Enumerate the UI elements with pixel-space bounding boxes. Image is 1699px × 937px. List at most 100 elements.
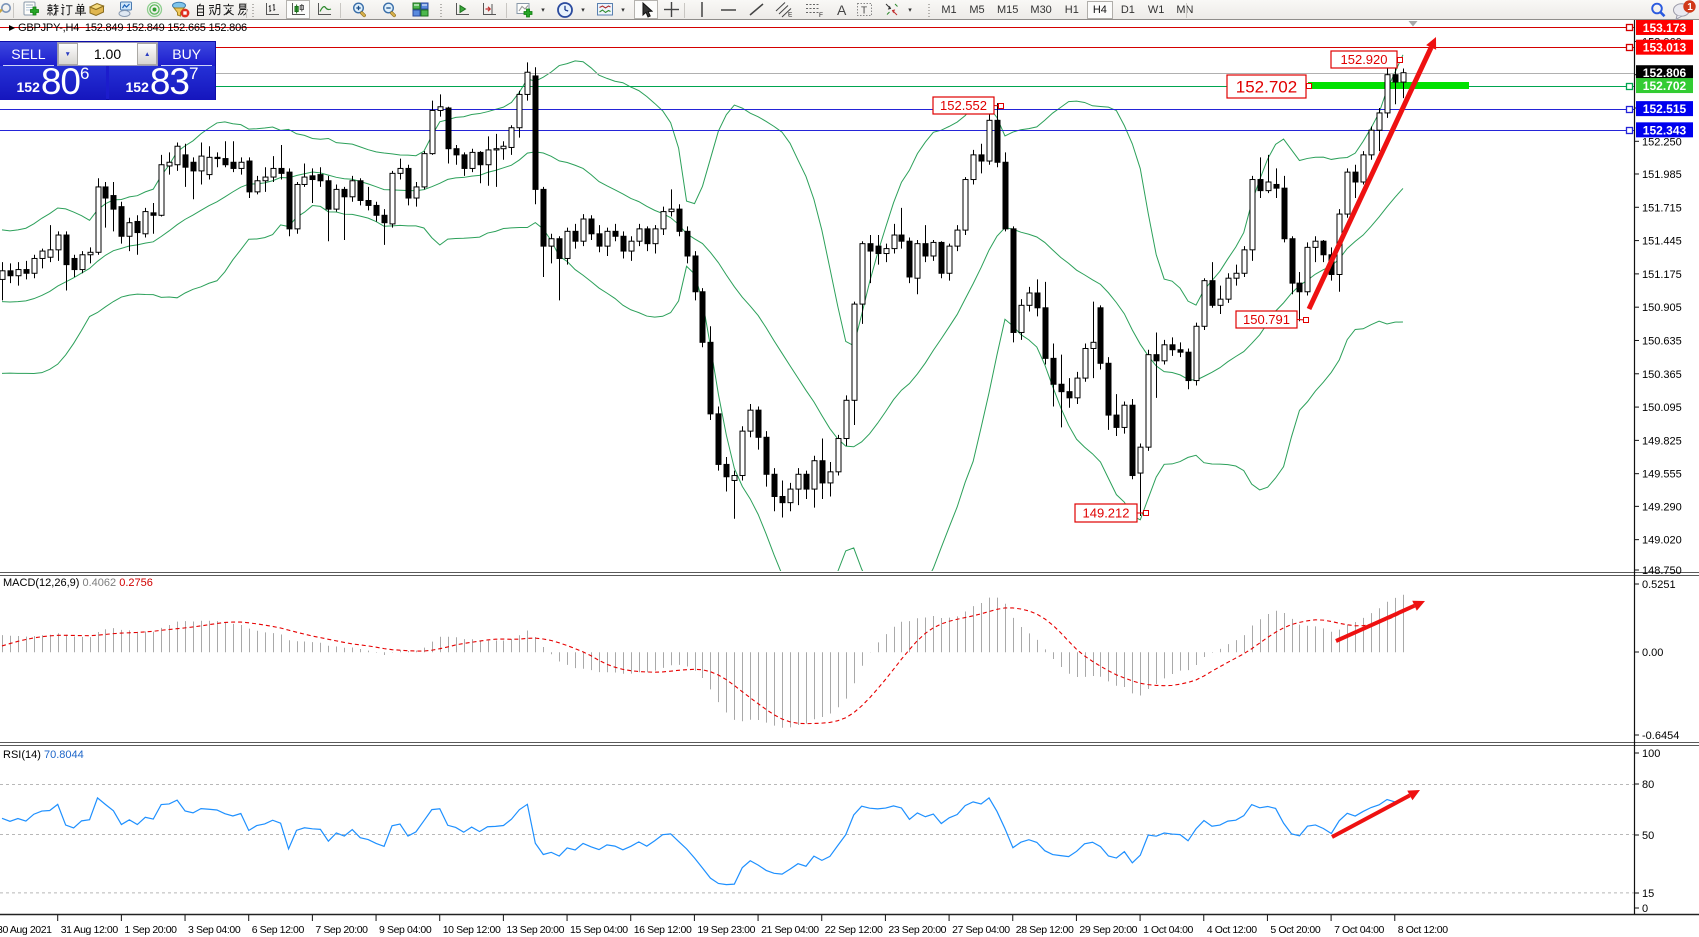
candle-body: [1304, 246, 1311, 293]
callout-box[interactable]: [1330, 50, 1398, 69]
buy-button[interactable]: BUY: [158, 42, 215, 66]
trendline-tool-icon[interactable]: [744, 0, 768, 19]
hline-tool-icon[interactable]: [716, 0, 740, 19]
price-tick-label: 150.365: [1642, 369, 1682, 381]
bar-chart-mode-icon[interactable]: [260, 0, 284, 19]
timeframe-m1[interactable]: M1: [941, 3, 957, 16]
trend-arrow-head: [1412, 600, 1425, 611]
svg-text:A: A: [837, 2, 847, 18]
hline-handle[interactable]: [1625, 43, 1634, 52]
candle-body: [485, 149, 492, 166]
cursor-tool-icon[interactable]: [634, 0, 658, 19]
callout-box[interactable]: [1226, 74, 1307, 99]
candle-body: [883, 248, 890, 255]
price-tick-label: 151.175: [1642, 269, 1682, 281]
candle-body: [843, 399, 850, 440]
periods-dropdown-icon[interactable]: ▾: [581, 6, 585, 14]
buy-price[interactable]: 152 83 7: [109, 63, 215, 100]
candle-chart-mode-icon[interactable]: [286, 0, 310, 19]
candle-body: [1368, 129, 1375, 156]
price-label-box: [1636, 65, 1693, 81]
svg-text:E: E: [788, 12, 793, 19]
sell-button[interactable]: SELL: [0, 42, 57, 66]
channel-tool-icon[interactable]: E: [772, 0, 796, 19]
candle-body: [867, 243, 874, 252]
autotrade-icon[interactable]: [168, 0, 192, 19]
crosshair-tool-icon[interactable]: [659, 0, 683, 19]
timeframe-m30[interactable]: M30: [1030, 3, 1052, 16]
tile-windows-icon[interactable]: [408, 0, 432, 19]
time-tick-label: 30 Aug 2021: [0, 924, 52, 936]
volume-increase-button[interactable]: ▲: [137, 43, 158, 65]
text-tool-icon[interactable]: A: [830, 0, 854, 19]
new-order-icon[interactable]: [20, 0, 44, 19]
trend-arrow-2[interactable]: [1331, 793, 1411, 839]
notifications-icon[interactable]: 1: [1670, 0, 1698, 20]
trend-arrow-0[interactable]: [1306, 46, 1434, 311]
zoom-out-icon[interactable]: [378, 0, 402, 19]
templates-icon[interactable]: [593, 0, 617, 19]
vline-tool-icon[interactable]: [690, 0, 714, 19]
svg-text:T: T: [861, 6, 867, 17]
trend-arrow-1[interactable]: [1335, 603, 1416, 643]
candle-body: [1249, 179, 1256, 251]
candle-body: [1360, 154, 1367, 183]
chart-shift-icon[interactable]: [477, 0, 501, 19]
chart-search-icon[interactable]: [0, 0, 17, 19]
candle-body: [1050, 357, 1057, 385]
auto-scroll-icon[interactable]: [450, 0, 474, 19]
indicators-icon[interactable]: [513, 0, 537, 19]
volume-input[interactable]: 1.00: [77, 43, 138, 65]
templates-dropdown-icon[interactable]: ▾: [621, 6, 625, 14]
timeframe-m15[interactable]: M15: [997, 3, 1019, 16]
candle-body: [262, 176, 269, 182]
sell-price[interactable]: 152 80 6: [0, 63, 106, 100]
timeframe-h4[interactable]: H4: [1086, 0, 1113, 19]
quote-ohlc: 152.849 152.849 152.665 152.806: [84, 22, 247, 34]
callout-box[interactable]: [932, 96, 995, 115]
rsi-line: [1, 796, 1404, 886]
volume-decrease-button[interactable]: ▼: [57, 43, 78, 65]
candle-body: [110, 195, 117, 210]
candle-body: [548, 238, 555, 247]
candle-body: [317, 174, 324, 182]
callout-box[interactable]: [1074, 503, 1138, 523]
signals-icon[interactable]: [142, 0, 166, 19]
timeframe-mn[interactable]: MN: [1176, 3, 1194, 16]
timeframe-d1[interactable]: D1: [1120, 3, 1135, 16]
price-tick-label: 151.715: [1642, 202, 1682, 214]
candle-body: [309, 175, 316, 181]
hline-handle[interactable]: [1625, 105, 1634, 114]
candle-body: [325, 180, 332, 210]
text-label-tool-icon[interactable]: T: [852, 0, 876, 19]
timeframe-w1[interactable]: W1: [1147, 3, 1165, 16]
fibonacci-tool-icon[interactable]: F: [802, 0, 826, 19]
periods-clock-icon[interactable]: [553, 0, 577, 19]
hline-handle[interactable]: [1625, 126, 1634, 135]
candle-body: [63, 234, 70, 266]
line-chart-mode-icon[interactable]: [312, 0, 336, 19]
search-icon[interactable]: [1646, 1, 1670, 20]
candle-body: [1185, 351, 1192, 382]
indicators-dropdown-icon[interactable]: ▾: [541, 6, 545, 14]
arrows-tool-icon[interactable]: [880, 0, 904, 19]
market-watch-icon[interactable]: [114, 0, 138, 19]
zoom-in-icon[interactable]: [348, 0, 372, 19]
callout-box[interactable]: [1235, 310, 1298, 329]
candle-body: [739, 430, 746, 477]
arrows-dropdown-icon[interactable]: ▾: [908, 6, 912, 14]
candle-body: [278, 167, 285, 174]
candle-body: [612, 230, 619, 237]
timeframe-m5[interactable]: M5: [969, 3, 985, 16]
candle-body: [365, 199, 372, 206]
candle-body: [493, 148, 500, 151]
history-center-icon[interactable]: [85, 0, 109, 19]
candle-body: [1273, 183, 1280, 189]
hline-handle[interactable]: [1625, 23, 1634, 32]
candle-body: [604, 230, 611, 247]
chart-shift-marker-icon[interactable]: [1408, 21, 1418, 27]
timeframe-h1[interactable]: H1: [1064, 3, 1079, 16]
hline-handle[interactable]: [1625, 82, 1634, 91]
candle-body: [596, 233, 603, 247]
